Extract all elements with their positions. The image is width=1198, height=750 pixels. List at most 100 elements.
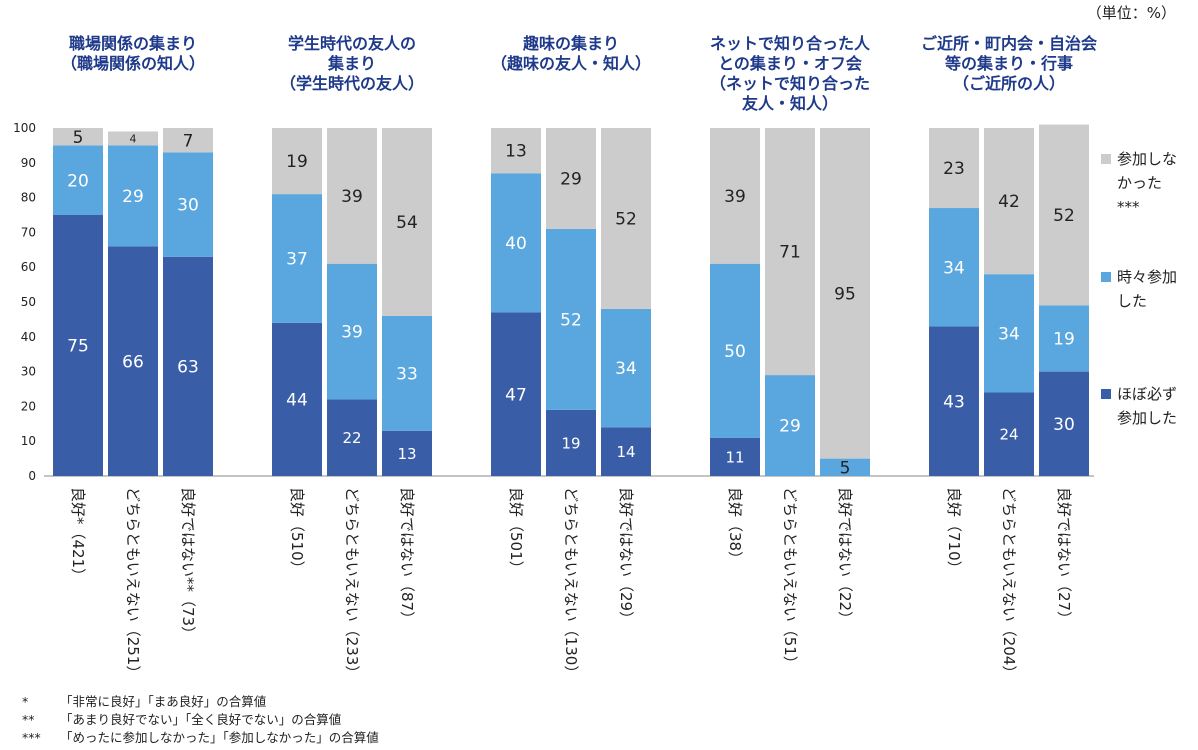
y-tick-label: 100 — [13, 121, 36, 135]
data-label: 20 — [67, 171, 89, 191]
category-label: 良好（501） — [507, 487, 525, 576]
bar-segment-sometimes — [984, 274, 1034, 393]
bar-segment-always — [108, 246, 158, 476]
data-label: 7 — [183, 131, 194, 151]
bar-segment-never — [765, 128, 815, 376]
bar-segment-sometimes — [327, 263, 377, 400]
group-title-line: との集まり・オフ会 — [718, 54, 862, 73]
bar-segment-never — [382, 128, 432, 316]
group-title-line: 等の集まり・行事 — [944, 54, 1073, 73]
bar-segment-always — [272, 322, 322, 476]
data-label: 52 — [615, 210, 637, 230]
data-label: 23 — [943, 159, 965, 179]
data-label: 33 — [396, 364, 418, 384]
data-label: 13 — [505, 142, 527, 162]
bar-segment-sometimes — [53, 145, 103, 215]
data-label: 34 — [615, 359, 637, 379]
bar-segment-always — [382, 430, 432, 476]
category-label: 良好（38） — [726, 487, 744, 566]
bar-segment-sometimes — [272, 194, 322, 323]
category-label: 良好ではない（22） — [836, 487, 854, 626]
group-title-line: （ネットで知り合った — [709, 74, 870, 93]
category-label: 良好（710） — [945, 487, 963, 576]
bar-segment-never — [710, 128, 760, 264]
group-title: ご近所・町内会・自治会 等の集まり・行事 （ご近所の人） — [909, 34, 1109, 94]
data-label: 95 — [834, 284, 856, 304]
data-label: 29 — [122, 187, 144, 207]
footnote-2: ** 「あまり良好でない」「全く良好でない」の合算値 — [22, 712, 342, 727]
legend-swatch-always — [1101, 389, 1111, 399]
category-label: どちらともいえない（204） — [1000, 487, 1018, 680]
category-label: どちらともいえない（233） — [343, 487, 361, 680]
group-title-line: 集まり — [327, 54, 376, 73]
bar-segment-never — [53, 128, 103, 146]
legend-label: *** — [1117, 198, 1140, 216]
group-title: 職場関係の集まり （職場関係の知人） — [33, 34, 233, 74]
y-tick-label: 70 — [21, 225, 36, 239]
group-title-line: 趣味の集まり — [522, 34, 619, 53]
data-label: 37 — [286, 250, 308, 270]
y-tick-label: 60 — [21, 260, 36, 274]
bar-segment-never — [491, 128, 541, 174]
category-label: 良好*（421） — [69, 487, 87, 583]
data-label: 30 — [177, 196, 199, 216]
data-label: 11 — [725, 448, 744, 466]
bar-segment-never — [272, 128, 322, 195]
data-label: 19 — [286, 152, 308, 172]
legend-swatch-sometimes — [1101, 272, 1111, 282]
group-title: 学生時代の友人の 集まり （学生時代の友人） — [252, 34, 452, 94]
y-tick-label: 40 — [21, 330, 36, 344]
category-label: どちらともいえない（130） — [562, 487, 580, 680]
bar-segment-always — [929, 326, 979, 476]
bar-segment-sometimes — [108, 145, 158, 247]
data-label: 43 — [943, 392, 965, 412]
data-label: 39 — [341, 187, 363, 207]
group-title-line: （趣味の友人・知人） — [490, 54, 651, 73]
bar-segment-sometimes — [163, 152, 213, 257]
bar-segment-sometimes — [382, 315, 432, 431]
y-tick-label: 50 — [21, 295, 36, 309]
group-title-line: （職場関係の知人） — [60, 54, 205, 73]
bar-segment-never — [1039, 124, 1089, 306]
bar-segment-never — [984, 128, 1034, 275]
group-title-line: ネットで知り合った人 — [709, 34, 870, 53]
data-label: 5 — [840, 458, 851, 478]
data-label: 34 — [998, 324, 1020, 344]
data-label: 19 — [1053, 330, 1075, 350]
legend-label: 参加しな — [1117, 150, 1177, 168]
bar-segment-sometimes — [820, 458, 870, 476]
bar-segment-sometimes — [765, 375, 815, 476]
data-label: 44 — [286, 391, 308, 411]
y-tick-label: 0 — [28, 469, 36, 483]
footnote-1: * 「非常に良好」「まあ良好」の合算値 — [22, 694, 267, 709]
y-tick-label: 30 — [21, 365, 36, 379]
data-label: 63 — [177, 358, 199, 378]
unit-label: （単位：%） — [1086, 4, 1176, 22]
bar-segment-sometimes — [929, 208, 979, 327]
bar-segment-never — [601, 128, 651, 309]
bar-segment-always — [163, 256, 213, 476]
data-label: 47 — [505, 385, 527, 405]
data-label: 29 — [779, 417, 801, 437]
data-label: 71 — [779, 243, 801, 263]
group-title: 趣味の集まり （趣味の友人・知人） — [471, 34, 671, 74]
bar-segment-sometimes — [601, 308, 651, 428]
legend-label: 参加した — [1117, 409, 1177, 427]
bar-segment-always — [984, 392, 1034, 476]
category-label: 良好（510） — [288, 487, 306, 576]
data-label: 34 — [943, 258, 965, 278]
category-label: 良好ではない**（73） — [179, 487, 197, 641]
data-label: 13 — [397, 445, 416, 463]
bar-segment-always — [491, 312, 541, 476]
y-tick-label: 80 — [21, 191, 36, 205]
bar-segment-never — [108, 131, 158, 146]
bar-segment-never — [546, 128, 596, 229]
data-label: 39 — [724, 187, 746, 207]
bar-segment-sometimes — [546, 228, 596, 410]
data-label: 4 — [130, 132, 137, 145]
category-label: どちらともいえない（251） — [124, 487, 142, 680]
bar-segment-always — [601, 427, 651, 476]
bar-segment-sometimes — [1039, 305, 1089, 372]
group-title-line: 友人・知人） — [741, 94, 838, 113]
data-label: 66 — [122, 352, 144, 372]
